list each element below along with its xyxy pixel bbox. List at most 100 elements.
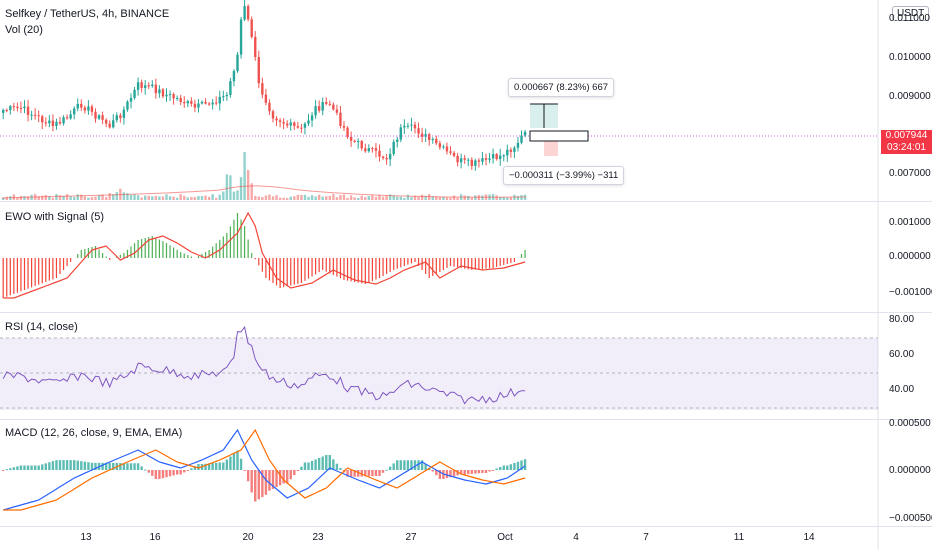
candle-body: [37, 115, 40, 117]
macd-histogram-bar: [335, 463, 339, 470]
ewo-rsi-divider[interactable]: [0, 312, 932, 313]
macd-histogram-bar: [33, 465, 37, 470]
candle-body: [161, 89, 165, 97]
volume-bar: [470, 197, 473, 200]
macd-indicator-title[interactable]: MACD (12, 26, close, 9, EMA, EMA): [5, 427, 183, 439]
candle-body: [51, 120, 55, 126]
volume-bar: [261, 196, 264, 200]
macd-histogram-bar: [264, 470, 268, 495]
candle-body: [271, 111, 275, 119]
volume-bar: [289, 196, 292, 200]
macd-histogram-bar: [65, 460, 69, 470]
macd-histogram-bar: [278, 470, 282, 486]
candle-body: [243, 6, 246, 20]
volume-bar: [225, 174, 229, 200]
candle-body: [449, 151, 452, 153]
candle-body: [229, 81, 232, 95]
candle-body: [403, 125, 406, 128]
macd-histogram-bar: [225, 459, 229, 470]
candle-body: [385, 158, 388, 160]
macd-histogram-bar: [23, 465, 26, 470]
volume-indicator-title[interactable]: Vol (20): [5, 24, 43, 36]
volume-bar: [80, 194, 83, 200]
macd-histogram-bar: [179, 470, 182, 475]
rsi-indicator-title[interactable]: RSI (14, close): [5, 321, 78, 333]
volume-bar: [499, 196, 502, 200]
candle-body: [442, 146, 445, 148]
volume-bar: [16, 197, 19, 200]
candle-body: [357, 141, 360, 143]
rsi-macd-divider[interactable]: [0, 419, 932, 420]
candle-body: [94, 111, 97, 119]
volume-bar: [381, 196, 385, 200]
candle-body: [104, 119, 108, 124]
macd-histogram-bar: [364, 470, 367, 477]
macd-histogram-bar: [257, 470, 260, 500]
macd-histogram-bar: [452, 470, 456, 477]
volume-bar: [364, 196, 367, 200]
candle-body: [282, 121, 285, 124]
volume-bar: [179, 194, 182, 200]
volume-bar: [154, 195, 158, 200]
macd-histogram-bar: [520, 460, 523, 470]
ewo-indicator-title[interactable]: EWO with Signal (5): [5, 211, 105, 223]
candle-body: [289, 122, 292, 126]
candle-body: [257, 57, 260, 84]
candle-body: [428, 134, 431, 140]
macd-histogram-bar: [186, 470, 189, 471]
volume-bar: [335, 197, 339, 200]
volume-bar: [371, 195, 374, 200]
volume-bar: [296, 194, 300, 200]
main-ewo-divider[interactable]: [0, 201, 932, 202]
macd-histogram-bar: [477, 470, 481, 474]
macd-histogram-bar: [254, 470, 257, 502]
macd-histogram-bar: [374, 470, 378, 476]
macd-axis-label: 0.000000: [889, 465, 931, 476]
macd-histogram-bar: [236, 450, 239, 470]
candle-body: [211, 102, 214, 105]
macd-histogram-bar: [5, 469, 8, 471]
volume-bar: [147, 195, 150, 200]
symbol-title[interactable]: Selfkey / TetherUS, 4h, BINANCE: [5, 8, 170, 20]
candle-body: [467, 159, 470, 161]
macd-histogram-bar: [282, 470, 285, 484]
volume-bar: [97, 195, 101, 200]
candle-body: [101, 115, 104, 120]
macd-histogram-bar: [161, 470, 165, 479]
volume-bar: [445, 197, 449, 200]
volume-bar: [413, 195, 417, 200]
candle-body: [26, 106, 30, 116]
rsi-line: [2, 325, 526, 405]
volume-bar: [346, 197, 349, 200]
volume-bar: [438, 197, 442, 200]
volume-bar: [183, 195, 186, 200]
volume-bar: [374, 196, 378, 200]
time-axis-label: 27: [405, 532, 417, 543]
volume-bar: [158, 196, 161, 200]
macd-histogram-bar: [353, 470, 356, 477]
macd-histogram-bar: [495, 468, 498, 470]
candle-body: [321, 102, 324, 111]
macd-histogram-bar: [516, 461, 520, 470]
macd-histogram-bar: [229, 456, 232, 470]
macd-histogram-bar: [314, 459, 317, 470]
macd-histogram-bar: [90, 462, 94, 470]
candle-body: [115, 115, 118, 121]
macd-histogram-bar: [48, 462, 51, 470]
volume-bar: [5, 196, 8, 200]
candle-body: [296, 126, 300, 128]
volume-bar: [200, 196, 204, 200]
volume-bar: [378, 195, 381, 200]
macd-histogram-bar: [144, 469, 147, 471]
time-axis-label: 11: [733, 532, 745, 543]
candle-body: [225, 94, 229, 97]
candle-body: [452, 152, 456, 156]
candle-body: [509, 149, 513, 152]
candle-body: [2, 109, 5, 113]
candle-body: [342, 125, 346, 128]
macd-histogram-bar: [80, 461, 83, 470]
volume-bar: [115, 192, 118, 200]
volume-bar: [55, 194, 58, 200]
currency-button[interactable]: USDT: [892, 6, 930, 21]
